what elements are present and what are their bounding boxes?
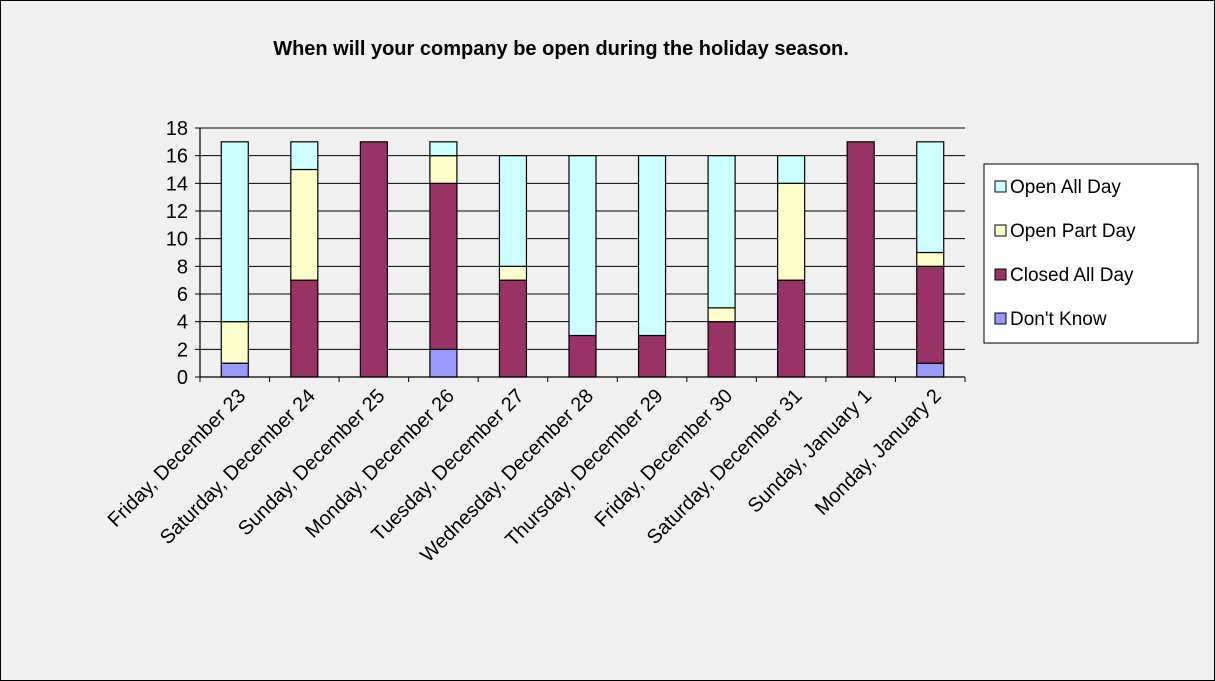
y-tick-label: 10 xyxy=(166,229,188,251)
bar-segment xyxy=(568,155,597,337)
y-tick-label: 12 xyxy=(166,201,188,223)
bar-segment xyxy=(220,321,249,364)
bar-segment xyxy=(707,321,736,378)
bar-segment xyxy=(916,141,945,254)
chart-title: When will your company be open during th… xyxy=(273,38,849,60)
x-tick-label: Sunday, January 1 xyxy=(744,385,876,517)
bar-segment xyxy=(220,141,249,323)
axes xyxy=(199,128,965,378)
x-tick-label: Friday, December 30 xyxy=(591,385,738,532)
bar-segment xyxy=(290,168,319,281)
bar-segment xyxy=(429,141,458,157)
bar-segment xyxy=(637,334,667,378)
bar-segment xyxy=(429,348,458,378)
legend-entry: Open Part Day xyxy=(1010,221,1136,242)
y-tick-label: 0 xyxy=(177,367,188,389)
y-axis-ticks: 0 2 4 6 8 10 12 14 16 18 xyxy=(166,118,200,389)
legend-entry: Closed All Day xyxy=(1010,265,1134,286)
bars xyxy=(220,141,945,378)
y-tick-label: 4 xyxy=(177,312,188,334)
x-tick-label: Monday, January 2 xyxy=(811,385,946,520)
bar-segment xyxy=(290,279,319,378)
bar-segment xyxy=(498,265,528,281)
bar-segment xyxy=(220,362,249,378)
bar-segment xyxy=(777,155,806,184)
bar-segment xyxy=(637,155,667,337)
bar-segment xyxy=(498,279,528,378)
bar-segment xyxy=(916,265,945,364)
y-tick-label: 16 xyxy=(166,146,188,168)
legend-swatch xyxy=(994,312,1007,325)
y-tick-label: 8 xyxy=(177,256,188,278)
y-tick-label: 14 xyxy=(166,173,188,195)
legend-entry: Open All Day xyxy=(1010,177,1121,198)
bar-segment xyxy=(429,155,458,184)
bar-segment xyxy=(429,182,458,350)
bar-segment xyxy=(290,141,319,171)
bar-segment xyxy=(916,362,945,378)
legend-swatch xyxy=(994,224,1007,237)
bar-segment xyxy=(777,182,806,281)
bar-segment xyxy=(777,279,806,378)
legend-box xyxy=(983,163,1199,344)
legend-entry: Don't Know xyxy=(1010,309,1107,330)
bar-segment xyxy=(568,334,597,378)
bar-segment xyxy=(498,155,528,267)
legend: Open All Day Open Part Day Closed All Day D… xyxy=(983,163,1199,344)
bar-segment xyxy=(846,141,875,378)
bar-segment xyxy=(707,307,736,323)
bar-segment xyxy=(916,251,945,267)
legend-swatch xyxy=(994,180,1007,193)
legend-swatch xyxy=(994,268,1007,281)
bar-segment xyxy=(359,141,388,378)
bar-segment xyxy=(707,155,736,309)
y-tick-label: 18 xyxy=(166,118,188,140)
y-tick-label: 2 xyxy=(177,339,188,361)
y-tick-label: 6 xyxy=(177,284,188,306)
x-tick-label: Friday, December 23 xyxy=(104,385,251,532)
